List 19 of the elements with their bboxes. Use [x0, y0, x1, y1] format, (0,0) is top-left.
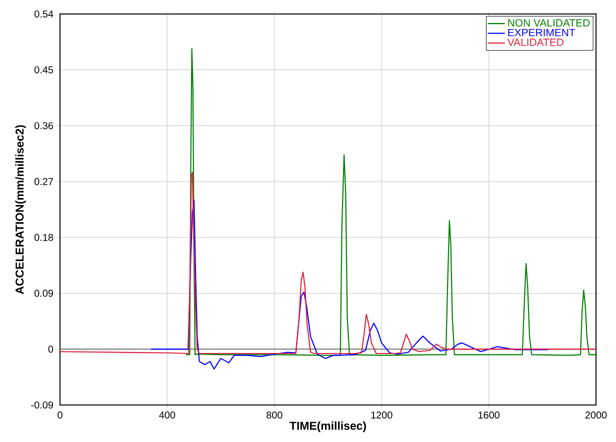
y-tick-label: 0.45 — [34, 66, 54, 74]
x-tick-label: 0 — [58, 412, 62, 419]
y-tick-label: 0.09 — [34, 290, 54, 297]
x-tick-label: 400 — [159, 412, 176, 419]
y-tick-label: 0.18 — [34, 234, 54, 241]
y-tick-label: 0.27 — [34, 178, 53, 186]
legend-label: EXPERIMENT — [508, 29, 576, 36]
y-tick-label: 0.54 — [34, 10, 54, 18]
legend-label: NON VALIDATED — [508, 19, 590, 27]
x-tick-label: 800 — [266, 412, 282, 419]
x-axis-title: TIME(millisec) — [290, 421, 366, 432]
y-axis-title: ACCELERATION(mm/millisec2) — [15, 125, 26, 294]
x-tick-label: 1200 — [371, 412, 392, 419]
legend-label: VALIDATED — [507, 38, 564, 46]
y-tick-label: -0.09 — [31, 401, 54, 409]
x-tick-label: 1600 — [478, 412, 500, 419]
x-tick-label: 2000 — [585, 412, 607, 419]
y-tick-label: 0.36 — [34, 122, 54, 130]
y-tick-label: 0 — [48, 346, 54, 353]
